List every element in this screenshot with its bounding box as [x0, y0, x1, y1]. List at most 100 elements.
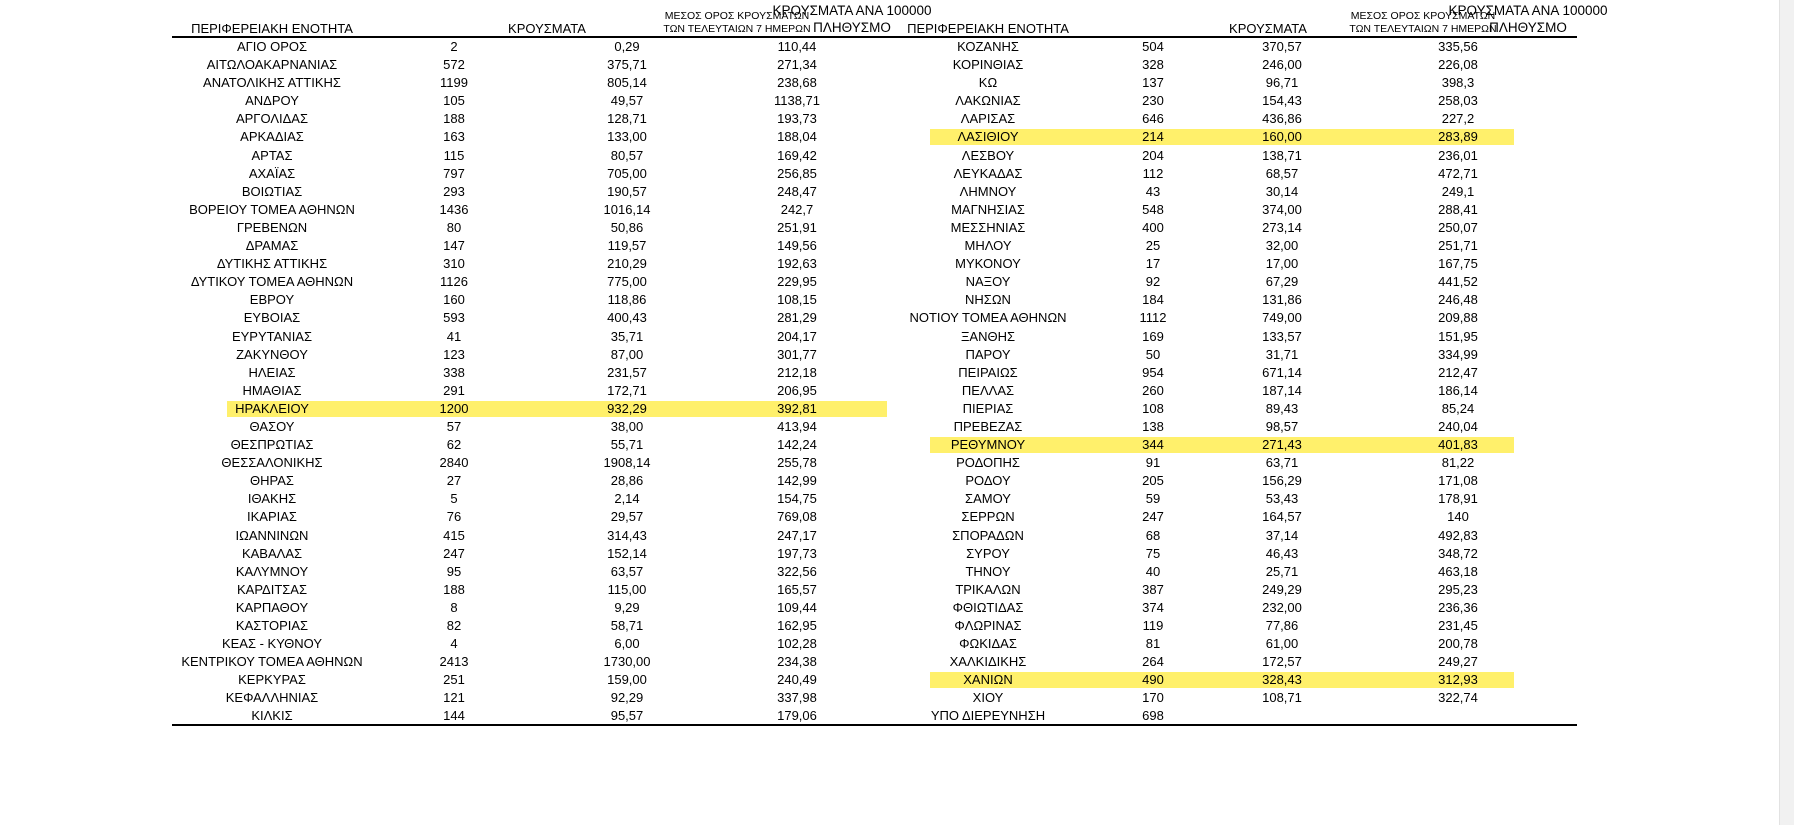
header-cases-right: ΚΡΟΥΣΜΑΤΑ [1229, 21, 1307, 36]
table-row: ΜΑΓΝΗΣΙΑΣ 548 374,00 288,41 [888, 201, 1577, 219]
cell-region: ΛΗΜΝΟΥ [959, 183, 1017, 199]
cell-per100k: 295,23 [1438, 581, 1478, 597]
cell-per100k: 240,04 [1438, 418, 1478, 434]
cell-per100k: 271,34 [777, 57, 817, 73]
cell-avg: 271,43 [1262, 437, 1302, 453]
cell-cases: 80 [446, 219, 462, 235]
cell-avg: 1908,14 [603, 455, 651, 471]
cell-cases: 490 [1142, 672, 1164, 688]
cell-region: ΕΒΡΟΥ [249, 292, 295, 308]
scrollbar-track[interactable] [1779, 0, 1794, 825]
cell-region: ΙΚΑΡΙΑΣ [247, 509, 297, 525]
table-row: ΣΠΟΡΑΔΩΝ 68 37,14 492,83 [888, 527, 1577, 545]
table-row: ΞΑΝΘΗΣ 169 133,57 151,95 [888, 328, 1577, 346]
cell-per100k: 231,45 [1438, 618, 1478, 633]
table-row: ΚΕΝΤΡΙΚΟΥ ΤΟΜΕΑ ΑΘΗΝΩΝ 2413 1730,00 234,38 [172, 653, 888, 671]
cell-per100k: 413,94 [777, 418, 817, 434]
cell-cases: 4 [450, 636, 458, 652]
cell-avg: 436,86 [1262, 111, 1302, 127]
header-per100k-line2: ΠΛΗΘΥΣΜΟ [813, 20, 891, 35]
cell-region: ΚΙΛΚΙΣ [251, 708, 293, 724]
cell-region: ΙΩΑΝΝΙΝΩΝ [235, 527, 309, 543]
cell-cases: 2413 [439, 654, 469, 670]
cell-avg: 210,29 [607, 256, 647, 272]
cell-per100k: 142,99 [777, 473, 817, 489]
cell-cases: 548 [1142, 201, 1164, 217]
cell-avg: 28,86 [610, 473, 644, 489]
cell-region: ΡΟΔΟΥ [965, 473, 1011, 489]
cell-avg: 246,00 [1262, 57, 1302, 73]
cell-avg: 154,43 [1262, 93, 1302, 109]
cell-region: ΣΕΡΡΩΝ [961, 509, 1015, 525]
cell-avg: 932,29 [607, 400, 647, 416]
table-row: ΙΩΑΝΝΙΝΩΝ 415 314,43 247,17 [172, 527, 888, 545]
cell-cases: 27 [446, 473, 462, 489]
cell-avg: 115,00 [607, 581, 647, 597]
cell-cases: 82 [446, 618, 462, 633]
table-row: ΝΟΤΙΟΥ ΤΟΜΕΑ ΑΘΗΝΩΝ 1112 749,00 209,88 [888, 309, 1577, 327]
cell-cases: 214 [1142, 129, 1164, 145]
table-row: ΣΑΜΟΥ 59 53,43 178,91 [888, 490, 1577, 508]
cell-per100k: 165,57 [777, 581, 817, 597]
table-row: ΘΕΣΠΡΩΤΙΑΣ 62 55,71 142,24 [172, 436, 888, 454]
bottom-rule [172, 724, 1577, 726]
cell-avg: 31,71 [1265, 346, 1299, 362]
cell-per100k: 102,28 [777, 636, 817, 652]
cell-avg: 705,00 [607, 165, 647, 181]
table-row: ΛΑΣΙΘΙΟΥ 214 160,00 283,89 [888, 128, 1577, 146]
cell-region: ΚΑΛΥΜΝΟΥ [235, 563, 309, 579]
cell-region: ΠΑΡΟΥ [965, 346, 1011, 362]
cell-avg: 67,29 [1265, 274, 1299, 290]
cell-per100k: 186,14 [1438, 382, 1478, 398]
table-row: ΡΟΔΟΥ 205 156,29 171,08 [888, 472, 1577, 490]
cell-region: ΗΛΕΙΑΣ [248, 364, 296, 380]
cell-region: ΖΑΚΥΝΘΟΥ [236, 346, 308, 362]
cell-per100k: 108,15 [777, 292, 817, 308]
header-per100k-right: ΚΡΟΥΣΜΑΤΑ ΑΝΑ 100000 ΠΛΗΘΥΣΜΟ [1428, 2, 1628, 36]
cell-cases: 374 [1142, 599, 1164, 615]
cell-region: ΗΜΑΘΙΑΣ [242, 382, 302, 398]
table-row: ΦΩΚΙΔΑΣ 81 61,00 200,78 [888, 635, 1577, 653]
cell-region: ΠΡΕΒΕΖΑΣ [953, 418, 1023, 434]
cell-cases: 572 [443, 57, 465, 73]
cell-cases: 954 [1142, 364, 1164, 380]
table-row: ΧΑΛΚΙΔΙΚΗΣ 264 172,57 249,27 [888, 653, 1577, 671]
cell-per100k: 236,36 [1438, 599, 1478, 615]
cell-avg: 152,14 [607, 545, 647, 561]
cell-cases: 144 [443, 708, 465, 724]
cell-avg: 95,57 [610, 708, 644, 724]
cell-cases: 310 [443, 256, 465, 272]
cell-cases: 108 [1142, 400, 1164, 416]
cell-avg: 25,71 [1265, 563, 1299, 579]
cell-per100k: 171,08 [1438, 473, 1478, 489]
cell-cases: 247 [443, 545, 465, 561]
cell-region: ΔΥΤΙΚΗΣ ΑΤΤΙΚΗΣ [216, 256, 328, 272]
cell-per100k: 81,22 [1441, 455, 1475, 471]
cell-region: ΑΡΤΑΣ [251, 147, 293, 163]
table-row: ΑΡΤΑΣ 115 80,57 169,42 [172, 147, 888, 165]
cell-per100k: 312,93 [1438, 672, 1478, 688]
cell-avg: 61,00 [1265, 636, 1299, 652]
cell-cases: 291 [443, 382, 465, 398]
cell-cases: 76 [446, 509, 462, 525]
table-row: ΗΡΑΚΛΕΙΟΥ 1200 932,29 392,81 [172, 400, 888, 418]
table-row: ΗΛΕΙΑΣ 338 231,57 212,18 [172, 364, 888, 382]
cell-cases: 119 [1142, 618, 1164, 633]
header-avg-right: ΜΕΣΟΣ ΟΡΟΣ ΚΡΟΥΣΜΑΤΩΝ ΤΩΝ ΤΕΛΕΥΤΑΙΩΝ 7 Η… [1323, 10, 1523, 36]
cell-cases: 400 [1142, 219, 1164, 235]
cell-per100k: 238,68 [777, 75, 817, 91]
table-row: ΤΡΙΚΑΛΩΝ 387 249,29 295,23 [888, 581, 1577, 599]
table-row: ΚΑΒΑΛΑΣ 247 152,14 197,73 [172, 545, 888, 563]
table-row: ΚΕΡΚΥΡΑΣ 251 159,00 240,49 [172, 671, 888, 689]
cell-cases: 698 [1142, 708, 1164, 724]
header-region-right: ΠΕΡΙΦΕΡΕΙΑΚΗ ΕΝΟΤΗΤΑ [907, 21, 1069, 36]
cell-per100k: 226,08 [1438, 57, 1478, 73]
cell-cases: 169 [1142, 328, 1164, 344]
cell-region: ΜΕΣΣΗΝΙΑΣ [950, 219, 1026, 235]
cell-per100k: 200,78 [1438, 636, 1478, 652]
cell-avg: 0,29 [614, 39, 640, 54]
table-row: ΑΝΑΤΟΛΙΚΗΣ ΑΤΤΙΚΗΣ 1199 805,14 238,68 [172, 74, 888, 92]
cell-avg: 58,71 [610, 618, 644, 633]
cell-avg: 49,57 [610, 93, 644, 109]
cell-region: ΓΡΕΒΕΝΩΝ [236, 219, 308, 235]
